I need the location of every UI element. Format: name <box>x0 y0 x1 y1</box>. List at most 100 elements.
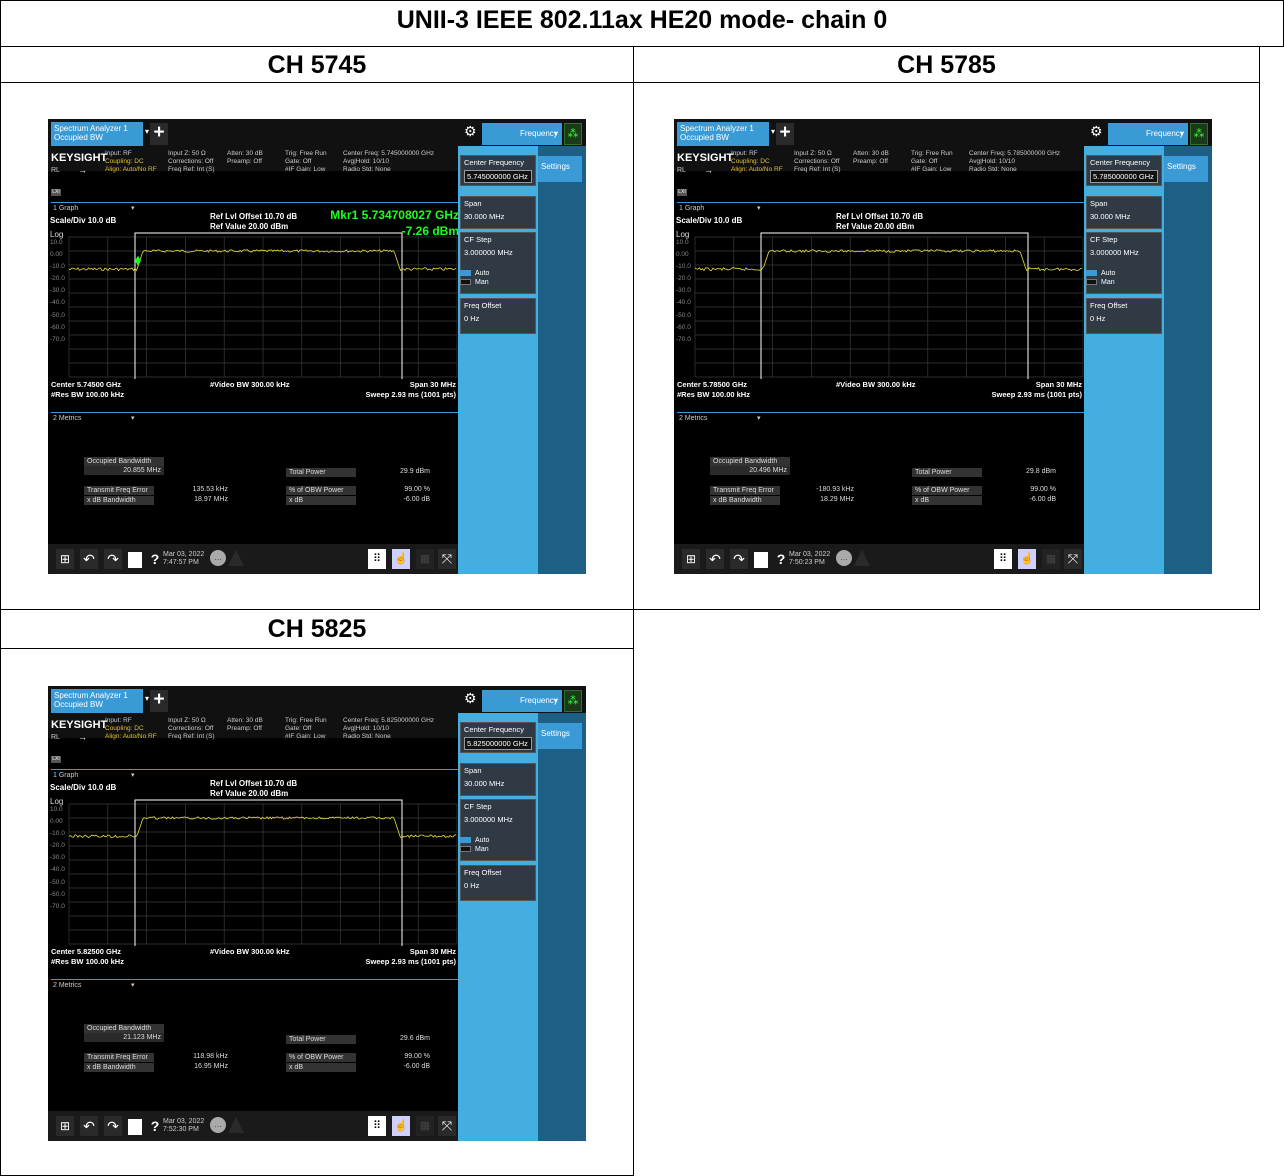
auto-option[interactable]: Auto <box>1086 270 1115 278</box>
keypad-icon[interactable]: ⠿ <box>368 549 386 569</box>
title-cell <box>0 0 1284 47</box>
freq-offset-softkey[interactable]: Freq Offset 0 Hz <box>460 298 536 334</box>
fullscreen-icon[interactable]: ⤧ <box>1064 549 1082 569</box>
redo-icon[interactable]: ↷ <box>730 549 748 569</box>
help-icon[interactable]: ? <box>150 551 160 567</box>
graph-selector[interactable]: 1 Graph ▾ <box>677 202 1087 214</box>
center-frequency-input[interactable]: 5.745000000 GHz <box>464 170 532 183</box>
gate-info: Gate: Off <box>911 158 938 165</box>
redo-icon[interactable]: ↷ <box>104 549 122 569</box>
gear-icon[interactable]: ⚙ <box>464 123 477 139</box>
chat-icon[interactable]: … <box>210 1117 226 1133</box>
center-frequency-softkey[interactable]: Center Frequency 5.825000000 GHz <box>460 722 536 753</box>
tab-dropdown-icon[interactable]: ▾ <box>145 127 150 136</box>
keypad-icon[interactable]: ⠿ <box>994 549 1012 569</box>
file-icon[interactable] <box>128 1119 142 1135</box>
xdb-bw-value: 18.29 MHz <box>820 496 854 503</box>
impedance-info: Input Z: 50 Ω <box>168 150 206 157</box>
windows-icon[interactable]: ⊞ <box>56 549 74 569</box>
freq-offset-softkey[interactable]: Freq Offset 0 Hz <box>1086 298 1162 334</box>
file-icon[interactable] <box>754 552 768 568</box>
span-softkey[interactable]: Span 30.000 MHz <box>460 763 536 796</box>
chat-icon[interactable]: … <box>210 550 226 566</box>
man-option[interactable]: Man <box>1086 279 1115 287</box>
add-tab-button[interactable]: + <box>150 123 168 145</box>
gear-icon[interactable]: ⚙ <box>1090 123 1103 139</box>
span-softkey[interactable]: Span 30.000 MHz <box>1086 196 1162 229</box>
center-frequency-input[interactable]: 5.785000000 GHz <box>1090 170 1158 183</box>
warning-icon <box>228 550 244 566</box>
fullscreen-icon[interactable]: ⤧ <box>438 1116 456 1136</box>
touch-icon[interactable]: ☝ <box>392 1116 410 1136</box>
ref-value: Ref Value 20.00 dBm <box>210 222 289 231</box>
help-icon[interactable]: ? <box>150 1118 160 1134</box>
metrics-selector[interactable]: 2 Metrics ▾ <box>677 412 1087 424</box>
keypad-icon[interactable]: ⠿ <box>368 1116 386 1136</box>
cf-step-softkey[interactable]: CF Step 3.000000 MHz <box>460 799 536 861</box>
tfe-value: 118.98 kHz <box>193 1053 228 1060</box>
undo-icon[interactable]: ↶ <box>706 549 724 569</box>
span-softkey[interactable]: Span 30.000 MHz <box>460 196 536 229</box>
auto-option[interactable]: Auto <box>460 837 489 845</box>
settings-tab[interactable]: Settings <box>538 723 582 749</box>
graph-selector-label: 1 Graph <box>53 772 79 779</box>
frequency-menu-tab[interactable]: Frequency ▾ <box>482 123 562 145</box>
man-option[interactable]: Man <box>460 279 489 287</box>
touch-icon[interactable]: ☝ <box>1018 549 1036 569</box>
spectrum-analyzer-screen: Spectrum Analyzer 1 Occupied BW ▾ + ⚙ Fr… <box>48 686 586 1141</box>
windows-icon[interactable]: ⊞ <box>56 1116 74 1136</box>
center-frequency-softkey[interactable]: Center Frequency 5.745000000 GHz <box>460 155 536 186</box>
log-label: Log <box>50 797 64 806</box>
tab-dropdown-icon[interactable]: ▾ <box>145 694 150 703</box>
add-tab-button[interactable]: + <box>776 123 794 145</box>
settings-tab[interactable]: Settings <box>538 156 582 182</box>
center-frequency-input[interactable]: 5.825000000 GHz <box>464 737 532 750</box>
analyzer-tab[interactable]: Spectrum Analyzer 1 Occupied BW <box>677 122 769 146</box>
graph-selector[interactable]: 1 Graph ▾ <box>51 769 461 781</box>
undo-icon[interactable]: ↶ <box>80 549 98 569</box>
obw-power-label: % of OBW Power <box>286 486 356 495</box>
y-tick-label: -10.0 <box>50 263 65 271</box>
file-icon[interactable] <box>128 552 142 568</box>
rl-label: RL <box>677 167 686 174</box>
gear-icon[interactable]: ⚙ <box>464 690 477 706</box>
atten-info: Atten: 30 dB <box>227 717 263 724</box>
span-label: Span 30 MHz <box>1035 380 1082 389</box>
freq-offset-softkey[interactable]: Freq Offset 0 Hz <box>460 865 536 901</box>
frequency-menu-tab[interactable]: Frequency ▾ <box>482 690 562 712</box>
scale-div-label: Scale/Div 10.0 dB <box>50 216 117 225</box>
cf-step-softkey[interactable]: CF Step 3.000000 MHz <box>1086 232 1162 294</box>
auto-option[interactable]: Auto <box>460 270 489 278</box>
redo-icon[interactable]: ↷ <box>104 1116 122 1136</box>
frequency-menu-label: Frequency <box>1146 129 1184 138</box>
auto-indicator <box>460 270 471 277</box>
settings-tab[interactable]: Settings <box>1164 156 1208 182</box>
window-layout-icon[interactable]: ▦ <box>416 1116 434 1136</box>
corrections-info: Corrections: Off <box>168 725 214 732</box>
center-frequency-softkey[interactable]: Center Frequency 5.785000000 GHz <box>1086 155 1162 186</box>
atten-info: Atten: 30 dB <box>227 150 263 157</box>
spectrum-plot <box>694 232 1084 379</box>
help-icon[interactable]: ? <box>776 551 786 567</box>
metrics-selector[interactable]: 2 Metrics ▾ <box>51 979 461 991</box>
tab-dropdown-icon[interactable]: ▾ <box>771 127 776 136</box>
window-layout-icon[interactable]: ▦ <box>1042 549 1060 569</box>
busy-indicator-icon: ⁂ <box>564 690 582 712</box>
freq-offset-value: 0 Hz <box>464 314 480 323</box>
cf-step-softkey[interactable]: CF Step 3.000000 MHz <box>460 232 536 294</box>
undo-icon[interactable]: ↶ <box>80 1116 98 1136</box>
fullscreen-icon[interactable]: ⤧ <box>438 549 456 569</box>
add-tab-button[interactable]: + <box>150 690 168 712</box>
if-gain-info: #IF Gain: Low <box>911 166 952 173</box>
chat-icon[interactable]: … <box>836 550 852 566</box>
graph-selector[interactable]: 1 Graph ▾ <box>51 202 461 214</box>
man-option[interactable]: Man <box>460 846 489 854</box>
windows-icon[interactable]: ⊞ <box>682 549 700 569</box>
metrics-selector[interactable]: 2 Metrics ▾ <box>51 412 461 424</box>
touch-icon[interactable]: ☝ <box>392 549 410 569</box>
analyzer-tab[interactable]: Spectrum Analyzer 1 Occupied BW <box>51 689 143 713</box>
window-layout-icon[interactable]: ▦ <box>416 549 434 569</box>
analyzer-tab[interactable]: Spectrum Analyzer 1 Occupied BW <box>51 122 143 146</box>
header-ch5825: CH 5825 <box>267 615 367 643</box>
frequency-menu-tab[interactable]: Frequency ▾ <box>1108 123 1188 145</box>
